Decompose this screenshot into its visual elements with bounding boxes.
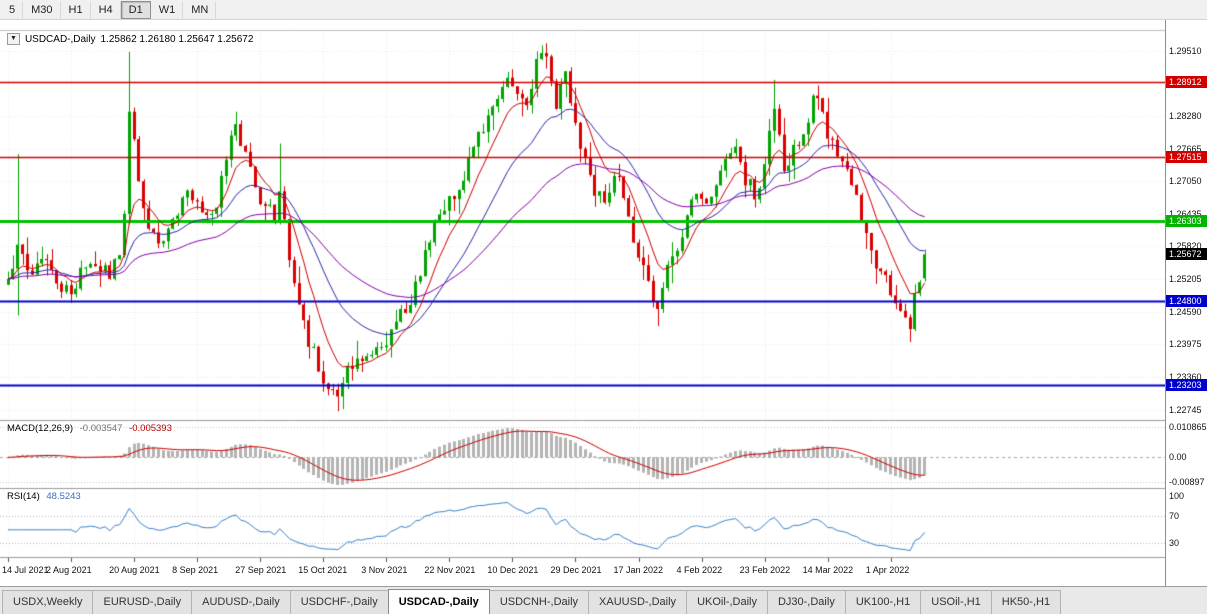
timeframe-button-h1[interactable]: H1 — [61, 0, 91, 19]
timeframe-button-d1[interactable]: D1 — [120, 0, 151, 19]
chart-tab-ukoil-daily[interactable]: UKOil-,Daily — [686, 590, 768, 614]
timeframe-toolbar: 5 M30 H1 H4 D1 W1 MN — [0, 0, 1207, 20]
price-chart-canvas[interactable] — [0, 20, 1165, 586]
chart-symbol-label: USDCAD-,Daily — [24, 33, 96, 45]
date-label: 4 Feb 2022 — [676, 565, 723, 575]
date-label: 17 Jan 2022 — [613, 565, 664, 575]
date-label: 3 Nov 2021 — [361, 565, 408, 575]
price-scale[interactable]: 1.29510 1.28280 1.27665 1.27050 1.26435 1.258… — [1165, 20, 1207, 586]
chart-tab-uk100-h1[interactable]: UK100-,H1 — [844, 590, 922, 614]
date-label: 27 Sep 2021 — [235, 565, 287, 575]
price-axis-tick: 1.29510 — [1169, 45, 1202, 56]
macd-axis-tick: -0.00897 — [1169, 477, 1205, 488]
macd-indicator-label: MACD(12,26,9) -0.003547 -0.005393 — [7, 423, 172, 434]
date-label: 1 Apr 2022 — [865, 565, 910, 575]
chart-tab-usdchf-daily[interactable]: USDCHF-,Daily — [289, 590, 389, 614]
price-axis-tick: 1.23360 — [1169, 372, 1202, 383]
price-axis-tick: 1.28280 — [1169, 110, 1202, 121]
date-label: 2 Aug 2021 — [46, 565, 92, 575]
chart-title-overlay: ▼ USDCAD-,Daily 1.25862 1.26180 1.25647 … — [7, 33, 253, 45]
price-axis-tick: 1.24590 — [1169, 306, 1202, 317]
chart-tab-usoil-h1[interactable]: USOil-,H1 — [920, 590, 992, 614]
rsi-value: 48.5243 — [46, 491, 81, 502]
timeframe-button-5[interactable]: 5 — [1, 0, 24, 19]
chart-tab-hk50-h1[interactable]: HK50-,H1 — [990, 590, 1062, 614]
date-label: 10 Dec 2021 — [487, 565, 539, 575]
rsi-axis-tick: 70 — [1169, 511, 1180, 522]
price-axis-tick: 1.26435 — [1169, 208, 1202, 219]
timeframe-button-h4[interactable]: H4 — [91, 0, 121, 19]
price-level-tag: 1.28912 — [1166, 76, 1207, 89]
macd-name: MACD(12,26,9) — [7, 423, 73, 434]
rsi-axis-tick: 30 — [1169, 538, 1180, 549]
chart-tab-usdx-weekly[interactable]: USDX,Weekly — [2, 590, 94, 614]
date-label: 8 Sep 2021 — [172, 565, 219, 575]
chart-tab-usdcnh-daily[interactable]: USDCNH-,Daily — [488, 590, 590, 614]
price-level-tag: 1.23203 — [1166, 379, 1207, 392]
date-label: 14 Mar 2022 — [802, 565, 854, 575]
chart-tab-eurusd-daily[interactable]: EURUSD-,Daily — [92, 590, 193, 614]
chart-tab-bar: USDX,Weekly EURUSD-,Daily AUDUSD-,Daily USD… — [0, 586, 1207, 614]
timeframe-button-m30[interactable]: M30 — [23, 0, 61, 19]
price-level-tag: 1.27515 — [1166, 150, 1207, 163]
price-level-tag: 1.24800 — [1166, 294, 1207, 307]
rsi-axis-tick: 100 — [1169, 490, 1185, 501]
price-axis-tick: 1.25820 — [1169, 241, 1202, 252]
rsi-name: RSI(14) — [7, 491, 40, 502]
chart-ohlc-values: 1.25862 1.26180 1.25647 1.25672 — [100, 33, 254, 45]
date-label: 14 Jul 2021 — [2, 565, 49, 575]
time-axis[interactable]: 14 Jul 2021 2 Aug 2021 20 Aug 2021 8 Sep 20… — [0, 558, 1165, 586]
price-axis-tick: 1.23975 — [1169, 339, 1202, 350]
chart-tab-usdcad-daily[interactable]: USDCAD-,Daily — [387, 589, 490, 614]
price-axis-tick: 1.27665 — [1169, 143, 1202, 154]
chart-tab-dj30-daily[interactable]: DJ30-,Daily — [766, 590, 846, 614]
rsi-indicator-label: RSI(14) 48.5243 — [7, 491, 81, 502]
price-level-tag: 1.25672 — [1166, 248, 1207, 261]
macd-axis-tick: 0.010865 — [1169, 422, 1207, 433]
date-label: 20 Aug 2021 — [109, 565, 160, 575]
chart-area: ▼ USDCAD-,Daily 1.25862 1.26180 1.25647 … — [0, 20, 1207, 586]
price-axis-tick: 1.27050 — [1169, 176, 1202, 187]
date-label: 22 Nov 2021 — [424, 565, 476, 575]
timeframe-button-mn[interactable]: MN — [183, 0, 217, 19]
symbol-dropdown-icon[interactable]: ▼ — [7, 33, 20, 45]
chart-tab-xauusd-daily[interactable]: XAUUSD-,Daily — [588, 590, 688, 614]
date-label: 23 Feb 2022 — [739, 565, 791, 575]
price-axis-tick: 1.22745 — [1169, 404, 1202, 415]
date-label: 15 Oct 2021 — [298, 565, 348, 575]
chart-tab-audusd-daily[interactable]: AUDUSD-,Daily — [191, 590, 291, 614]
price-axis-tick: 1.25205 — [1169, 274, 1202, 285]
macd-main-value: -0.003547 — [79, 423, 123, 434]
macd-signal-value: -0.005393 — [129, 423, 172, 434]
price-level-tag: 1.26303 — [1166, 214, 1207, 227]
date-label: 29 Dec 2021 — [550, 565, 602, 575]
timeframe-button-w1[interactable]: W1 — [151, 0, 184, 19]
macd-axis-tick: 0.00 — [1169, 452, 1187, 463]
